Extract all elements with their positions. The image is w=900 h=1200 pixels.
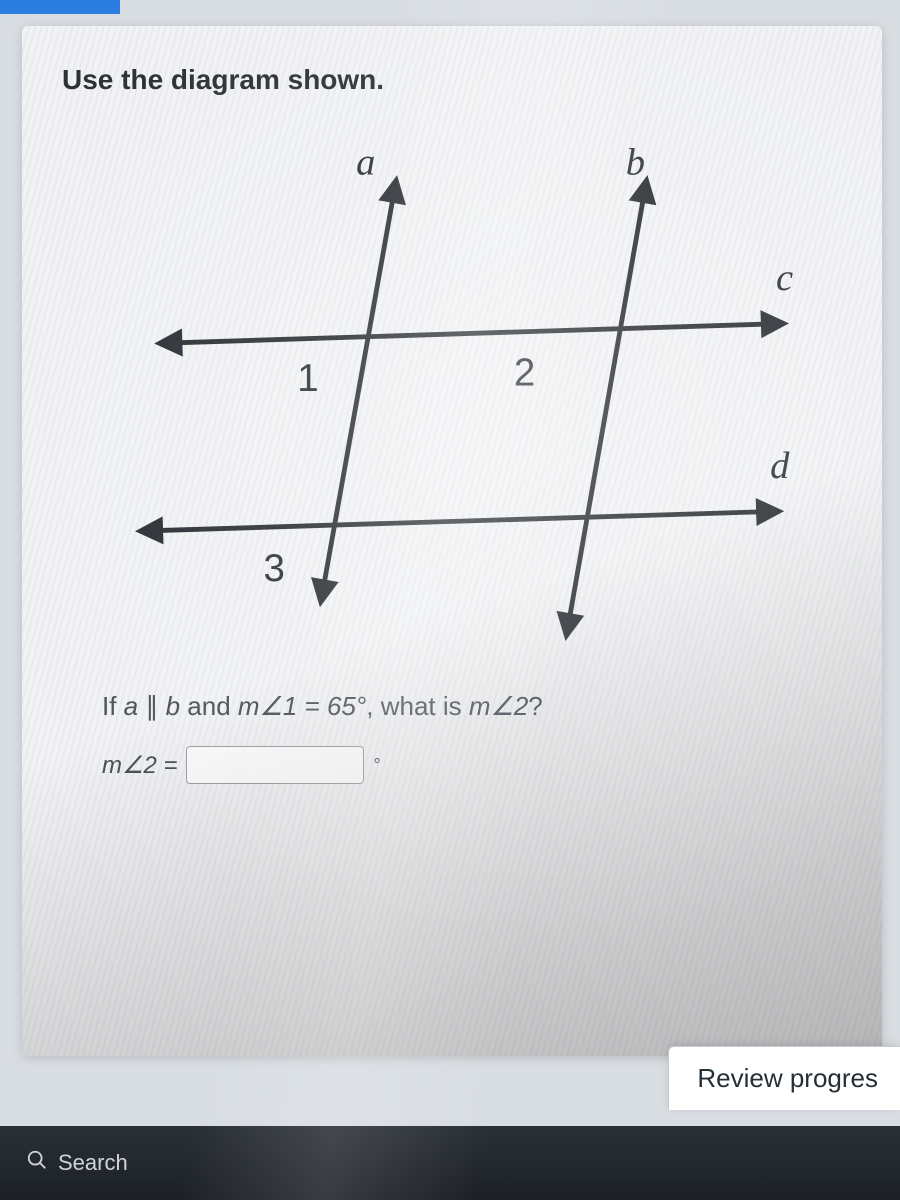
answer-input[interactable]	[186, 746, 364, 784]
degree-symbol: °	[374, 755, 381, 776]
taskbar: Search	[0, 1126, 900, 1200]
q-qmark: ?	[528, 691, 542, 721]
search-icon	[26, 1149, 48, 1177]
q-given: m∠1 = 65°	[238, 691, 366, 721]
line-d	[149, 512, 770, 531]
taskbar-search-label: Search	[58, 1150, 128, 1176]
line-b	[568, 189, 645, 627]
angle-1: 1	[297, 357, 318, 400]
label-b: b	[626, 142, 645, 184]
q-parallel: ∥	[138, 691, 165, 721]
review-progress-button[interactable]: Review progres	[668, 1046, 900, 1110]
q-target: m∠2	[469, 691, 528, 721]
line-c	[168, 324, 775, 343]
line-a	[322, 189, 394, 593]
geometry-diagram: a b c d 1 2 3	[82, 136, 842, 656]
angle-3: 3	[264, 547, 285, 590]
label-c: c	[776, 257, 793, 299]
q-var-b: b	[166, 691, 180, 721]
q-ask: , what is	[366, 691, 469, 721]
question-card: Use the diagram shown. a b c d	[22, 26, 882, 1056]
label-a: a	[356, 142, 375, 184]
q-and: and	[180, 691, 238, 721]
q-var-a: a	[124, 691, 138, 721]
taskbar-search[interactable]: Search	[0, 1149, 128, 1177]
instruction-text: Use the diagram shown.	[62, 64, 384, 96]
q-prefix: If	[102, 691, 124, 721]
answer-row: m∠2 = °	[102, 746, 381, 784]
diagram-svg: a b c d 1 2 3	[82, 136, 842, 656]
question-text: If a ∥ b and m∠1 = 65°, what is m∠2?	[102, 691, 543, 722]
window-accent-strip	[0, 0, 120, 14]
angle-2: 2	[514, 351, 535, 394]
label-d: d	[770, 445, 790, 487]
answer-label: m∠2 =	[102, 751, 178, 780]
